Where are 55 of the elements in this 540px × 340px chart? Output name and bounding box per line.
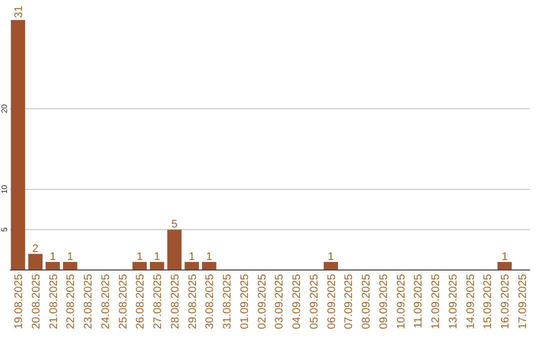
x-tick-label: 22.08.2025: [65, 274, 78, 330]
x-tick-label: 12.09.2025: [430, 274, 442, 330]
data-label: 1: [154, 250, 160, 263]
bar: [46, 262, 60, 270]
bar: [10, 20, 26, 270]
x-tick-label: 19.08.2025: [12, 274, 25, 330]
x-tick-label: 25.08.2025: [117, 274, 130, 330]
bar: [184, 262, 199, 270]
x-tick-label: 07.09.2025: [343, 274, 356, 330]
bar: [324, 262, 338, 270]
x-tick-label: 05.09.2025: [308, 274, 320, 330]
x-tick-label: 21.08.2025: [48, 274, 60, 330]
x-tick-label: 01.09.2025: [238, 274, 251, 330]
x-tick-label: 14.09.2025: [464, 274, 477, 330]
x-tick-label: 16.09.2025: [500, 274, 512, 330]
data-label: 1: [206, 250, 212, 263]
x-tick-label: 06.09.2025: [326, 274, 338, 330]
x-tick-label: 17.09.2025: [517, 274, 530, 330]
x-tick-label: 11.09.2025: [412, 274, 425, 328]
data-label: 2: [32, 242, 38, 255]
data-label: 5: [171, 218, 178, 231]
data-label: 1: [328, 250, 334, 263]
data-label: 1: [502, 250, 508, 263]
x-tick-label: 29.08.2025: [186, 274, 199, 330]
data-label: 1: [50, 250, 56, 263]
x-tick-label: 10.09.2025: [395, 274, 408, 330]
x-tick-label: 03.09.2025: [274, 274, 286, 330]
data-label: 1: [188, 250, 195, 263]
x-tick-label: 28.08.2025: [169, 274, 182, 330]
bar: [498, 262, 512, 270]
x-tick-label: 13.09.2025: [447, 274, 460, 330]
x-tick-label: 23.08.2025: [82, 274, 95, 330]
y-tick-label: 20: [0, 104, 9, 114]
y-tick-label: 5: [0, 226, 9, 232]
x-tick-label: 09.09.2025: [378, 274, 390, 330]
x-tick-label: 15.09.2025: [482, 274, 494, 330]
bar: [63, 262, 78, 270]
x-tick-label: 02.09.2025: [256, 274, 268, 330]
x-tick-label: 04.09.2025: [291, 274, 304, 330]
x-tick-label: 24.08.2025: [100, 274, 112, 330]
x-tick-label: 27.08.2025: [152, 274, 164, 330]
bar: [167, 230, 182, 270]
bar: [132, 262, 147, 270]
bar: [202, 262, 216, 270]
x-tick-label: 30.08.2025: [204, 274, 216, 330]
data-label: 1: [67, 250, 74, 263]
y-tick-label: 10: [0, 184, 9, 194]
data-label: 1: [136, 250, 143, 263]
data-label: 31: [12, 6, 25, 18]
bar: [28, 254, 42, 270]
x-tick-label: 31.08.2025: [222, 274, 234, 330]
x-tick-label: 08.09.2025: [360, 274, 373, 330]
x-tick-label: 26.08.2025: [134, 274, 147, 330]
x-tick-label: 20.08.2025: [30, 274, 42, 330]
bar: [150, 262, 164, 270]
